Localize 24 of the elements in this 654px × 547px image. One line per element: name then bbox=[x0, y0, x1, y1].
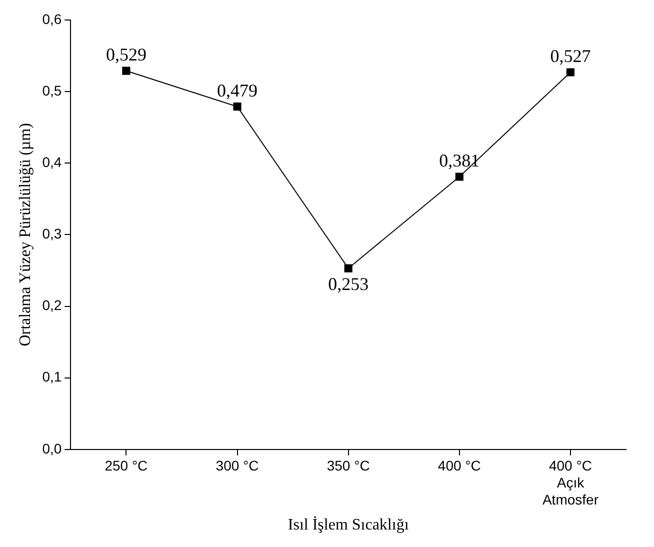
x-tick-label: 250 °C bbox=[104, 458, 148, 474]
point bbox=[566, 68, 574, 76]
x-tick-label: 300 °C bbox=[216, 458, 259, 474]
point bbox=[233, 102, 242, 111]
y-tick-label: 0,4 bbox=[42, 154, 62, 170]
y-tick-label: 0,2 bbox=[42, 297, 62, 314]
y-tick-label: 0,3 bbox=[42, 226, 62, 242]
y-tick-label: 0,1 bbox=[42, 368, 62, 385]
y-tick-label: 0,5 bbox=[42, 82, 62, 98]
data-label: 0,253 bbox=[328, 274, 369, 294]
data-label: 0,479 bbox=[217, 80, 258, 100]
x-tick-label: 350 °C bbox=[326, 458, 370, 474]
y-tick-label: 0,0 bbox=[42, 440, 62, 456]
data-label: 0,381 bbox=[439, 150, 480, 170]
x-tick-label: 400 °C bbox=[438, 458, 481, 474]
y-axis-title: Ortalama Yüzey Pürüzlülüğü (µm) bbox=[16, 123, 34, 346]
data-label: 0,529 bbox=[106, 44, 146, 65]
point bbox=[344, 264, 352, 272]
point bbox=[122, 66, 130, 75]
point bbox=[455, 172, 464, 181]
x-axis-title: Isıl İşlem Sıcaklığı bbox=[288, 516, 410, 534]
x-tick-label: 400 °C Açık Atmosfer bbox=[542, 458, 599, 508]
data-label: 0,527 bbox=[550, 46, 591, 66]
y-tick-label: 0,6 bbox=[42, 10, 62, 27]
